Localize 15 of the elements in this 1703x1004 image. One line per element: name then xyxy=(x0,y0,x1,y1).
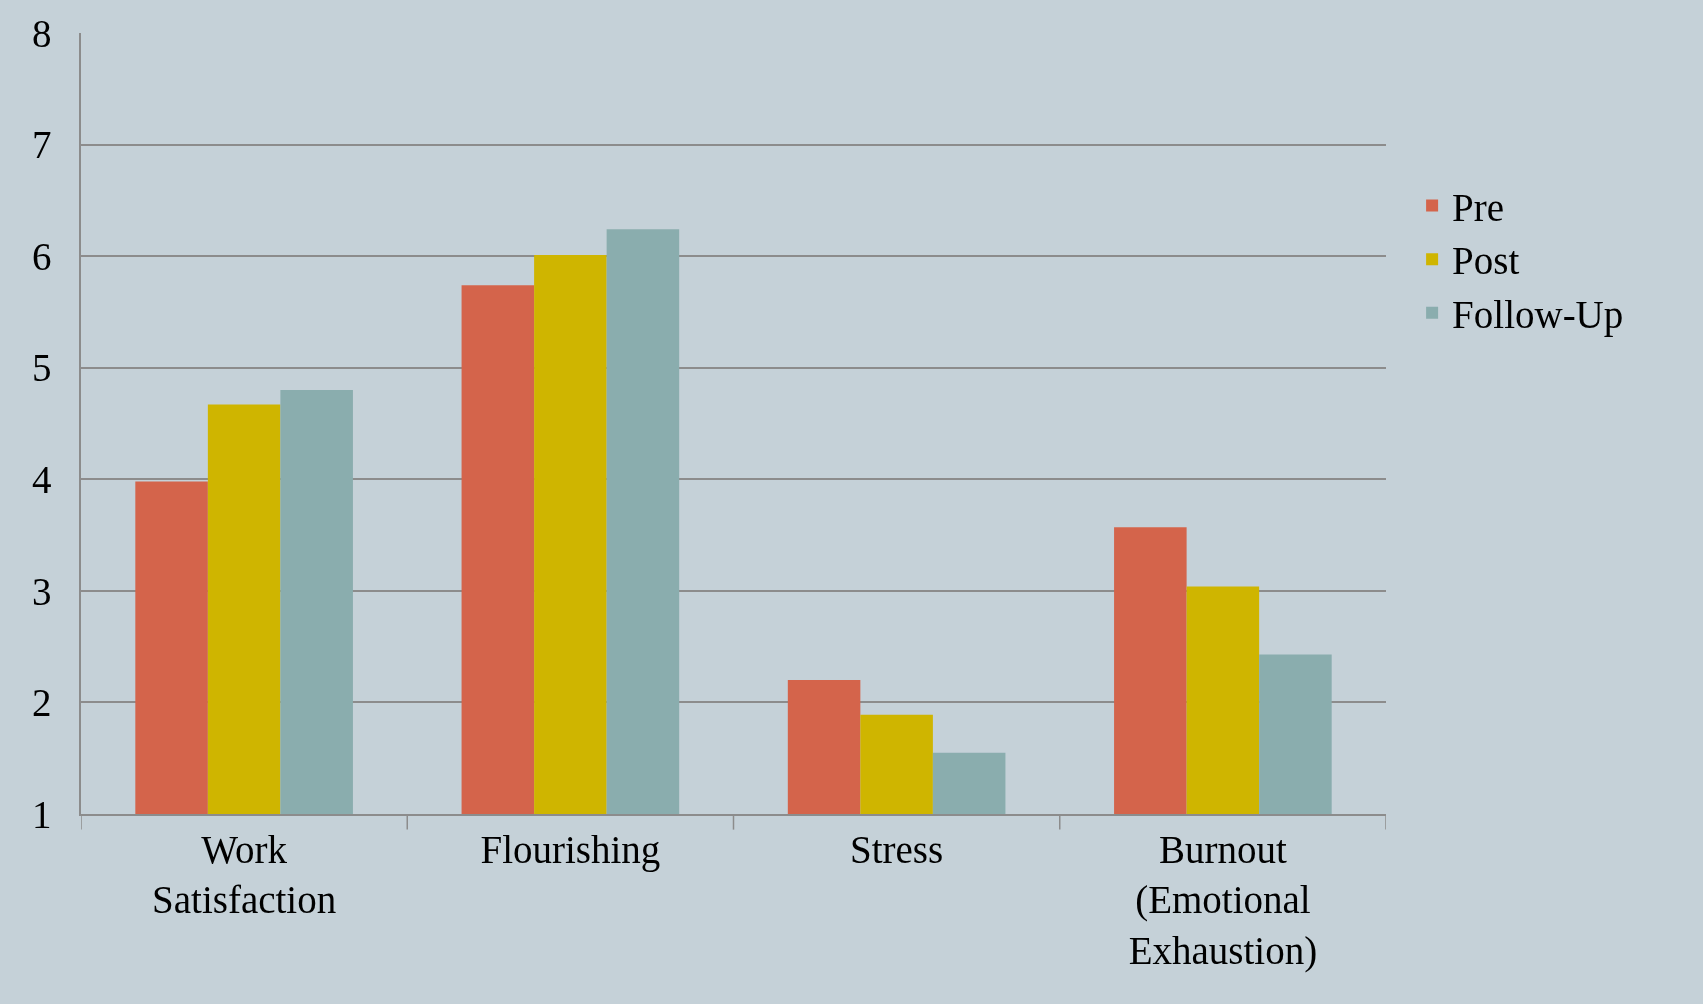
x-tick-label: Burnout (Emotional Exhaustion) xyxy=(1128,827,1318,973)
legend-label: Follow-Up xyxy=(1452,293,1624,338)
y-tick-label: 1 xyxy=(31,792,52,836)
y-tick-label: 7 xyxy=(31,123,52,167)
y-tick-label: 5 xyxy=(31,346,52,390)
y-tick-label: 3 xyxy=(31,569,52,613)
x-tick-label: Flourishing xyxy=(480,827,661,872)
y-tick-label: 6 xyxy=(31,234,52,278)
legend-label: Post xyxy=(1452,239,1520,283)
y-tick-label: 4 xyxy=(31,457,52,501)
y-tick-label: 8 xyxy=(31,11,52,55)
y-tick-label: 2 xyxy=(31,681,52,725)
x-tick-label: Stress xyxy=(850,827,944,871)
x-tick-label: Work Satisfaction xyxy=(152,827,337,922)
legend-label: Pre xyxy=(1452,185,1505,229)
